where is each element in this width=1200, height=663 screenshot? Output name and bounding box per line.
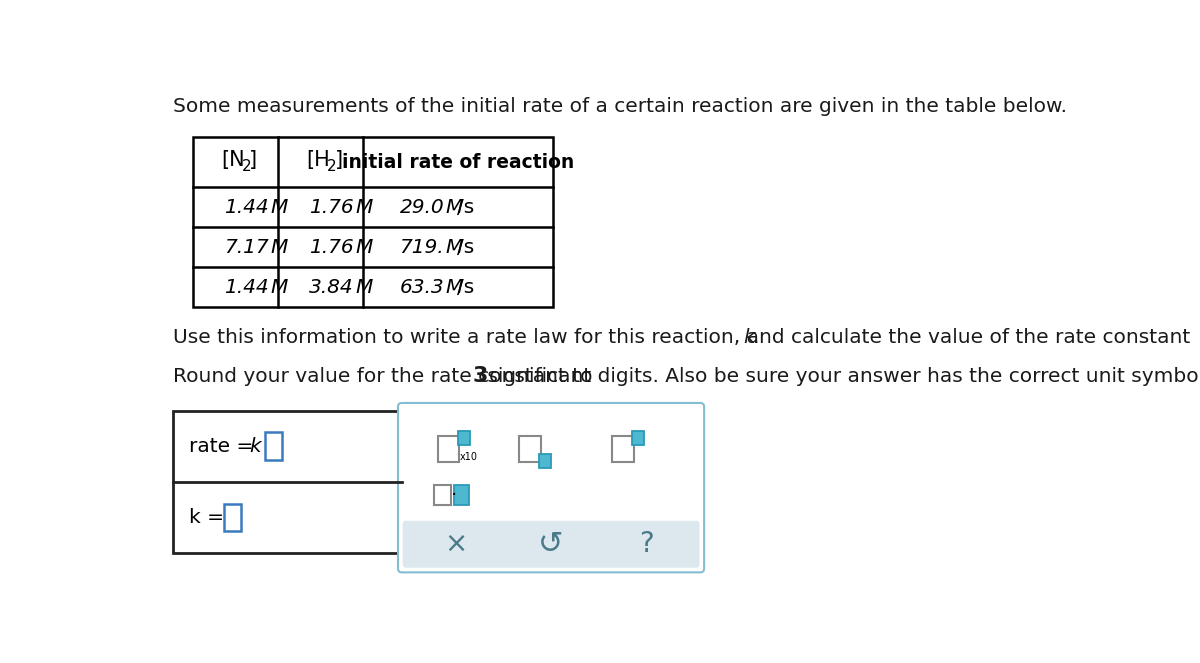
Text: k =: k = (188, 508, 230, 527)
Text: M: M (270, 238, 288, 257)
Text: 63.3: 63.3 (400, 278, 444, 297)
Text: k: k (744, 328, 755, 347)
Text: 3.84: 3.84 (310, 278, 354, 297)
Text: k: k (250, 437, 260, 455)
Bar (457, 431, 470, 444)
Text: 1.44: 1.44 (224, 278, 269, 297)
Bar (454, 485, 469, 505)
Text: 1.76: 1.76 (310, 198, 354, 217)
Text: M: M (445, 198, 463, 217)
Text: 2: 2 (326, 158, 336, 174)
Text: M: M (355, 198, 373, 217)
Text: /s: /s (456, 198, 474, 217)
Text: Round your value for the rate constant to: Round your value for the rate constant t… (173, 367, 599, 385)
Text: M: M (445, 238, 463, 257)
Text: Some measurements of the initial rate of a certain reaction are given in the tab: Some measurements of the initial rate of… (173, 97, 1067, 116)
Text: ·: · (451, 486, 457, 505)
Text: rate =: rate = (188, 437, 259, 455)
Bar (518, 436, 541, 462)
Bar (438, 436, 460, 462)
Text: ]: ] (250, 150, 257, 170)
Text: [N: [N (221, 150, 245, 170)
Text: ?: ? (640, 530, 654, 558)
Bar (265, 432, 282, 460)
Text: .: . (752, 328, 760, 347)
Text: /s: /s (456, 238, 474, 257)
Text: 1.44: 1.44 (224, 198, 269, 217)
Text: significant digits. Also be sure your answer has the correct unit symbol.: significant digits. Also be sure your an… (481, 367, 1200, 385)
Bar (632, 431, 644, 444)
Text: M: M (270, 278, 288, 297)
Text: M: M (355, 278, 373, 297)
Text: 1.76: 1.76 (310, 238, 354, 257)
Text: initial rate of reaction: initial rate of reaction (342, 153, 574, 172)
Text: M: M (270, 198, 288, 217)
Text: ×: × (444, 530, 467, 558)
Text: x10: x10 (460, 452, 478, 462)
Text: 3: 3 (473, 366, 487, 386)
Text: ↺: ↺ (539, 530, 564, 559)
Bar (193, 137, 553, 308)
Text: /s: /s (456, 278, 474, 297)
Text: ]: ] (335, 150, 342, 170)
Text: Use this information to write a rate law for this reaction, and calculate the va: Use this information to write a rate law… (173, 328, 1196, 347)
Bar (173, 410, 402, 553)
FancyBboxPatch shape (403, 520, 700, 568)
Bar (612, 436, 634, 462)
Text: 719.: 719. (400, 238, 444, 257)
Text: 2: 2 (241, 158, 251, 174)
Text: [H: [H (306, 150, 330, 170)
Text: 7.17: 7.17 (224, 238, 269, 257)
Text: 29.0: 29.0 (400, 198, 444, 217)
FancyBboxPatch shape (398, 403, 704, 572)
Bar (539, 453, 552, 467)
Bar (223, 504, 241, 531)
Bar (433, 485, 451, 505)
Text: M: M (445, 278, 463, 297)
Text: M: M (355, 238, 373, 257)
